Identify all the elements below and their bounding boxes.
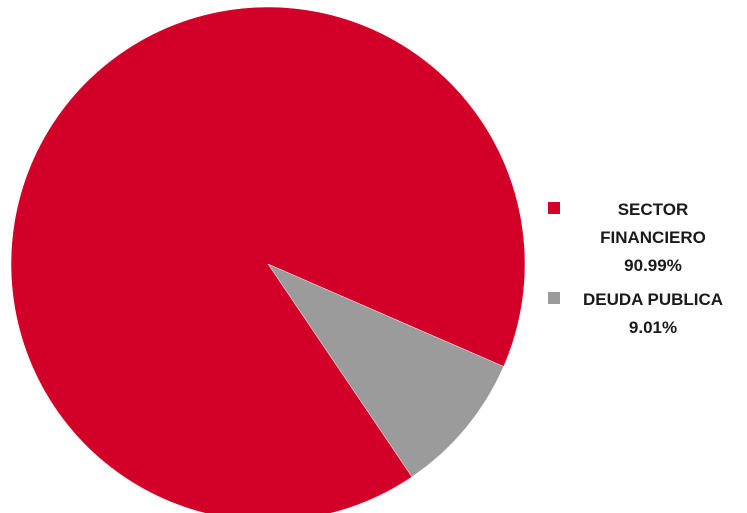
pie-slices	[10, 6, 526, 513]
legend-item-deuda-publica: DEUDA PUBLICA 9.01%	[540, 286, 740, 342]
pie-slice-sector-financiero	[10, 6, 526, 513]
legend-value-deuda-publica: 9.01%	[628, 318, 678, 337]
legend-swatch-sector-financiero	[548, 202, 560, 214]
legend-label-sector-financiero: SECTOR FINANCIERO	[600, 200, 706, 247]
legend: SECTOR FINANCIERO 90.99% DEUDA PUBLICA 9…	[540, 196, 740, 348]
legend-item-sector-financiero: SECTOR FINANCIERO 90.99%	[540, 196, 740, 280]
legend-swatch-deuda-publica	[548, 292, 560, 304]
legend-entry-sector-financiero: SECTOR FINANCIERO 90.99%	[540, 196, 740, 280]
legend-label-deuda-publica: DEUDA PUBLICA	[582, 290, 724, 309]
pie-slice-deuda-publica	[267, 263, 505, 478]
legend-entry-deuda-publica: DEUDA PUBLICA 9.01%	[540, 286, 740, 342]
legend-value-sector-financiero: 90.99%	[624, 256, 682, 275]
